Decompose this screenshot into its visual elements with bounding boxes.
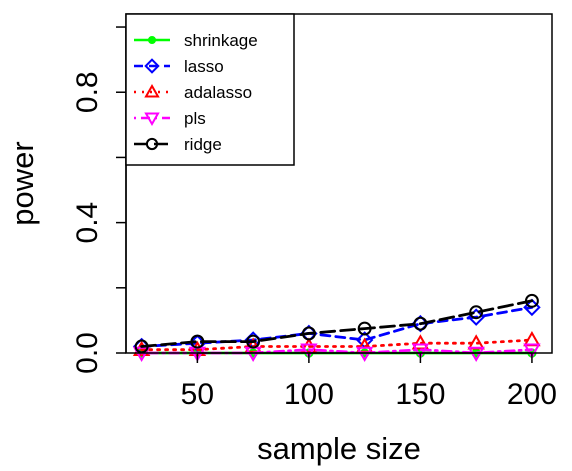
point-ridge-175	[469, 305, 484, 320]
x-axis-title: sample size	[257, 431, 421, 466]
series-line-ridge	[140, 299, 534, 348]
legend-marker-shrinkage	[147, 35, 157, 45]
point-pls-100	[300, 343, 318, 359]
y-tick-label-0.4: 0.4	[71, 202, 104, 244]
x-tick-label-150: 150	[395, 378, 445, 411]
point-adalasso-150	[411, 334, 430, 350]
legend-label-adalasso: adalasso	[184, 83, 252, 102]
point-ridge-75	[246, 334, 261, 349]
point-ridge-100	[301, 326, 316, 341]
legend-marker-ridge	[145, 137, 159, 151]
y-tick-label-0.8: 0.8	[71, 71, 104, 113]
point-adalasso-100	[300, 337, 318, 353]
point-ridge-200	[524, 293, 539, 308]
legend-label-lasso: lasso	[184, 57, 224, 76]
legend-marker-adalasso	[144, 83, 160, 98]
y-tick-label-0: 0.0	[71, 332, 104, 374]
x-tick-label-50: 50	[181, 378, 214, 411]
legend-label-pls: pls	[184, 109, 206, 128]
legend-marker-pls	[144, 112, 160, 127]
axis-layer: 50 100 150 200 0.0 0.4 0.8 sample size power	[5, 13, 557, 466]
y-axis-title: power	[5, 141, 40, 225]
point-ridge-150	[413, 316, 428, 331]
legend-marker-lasso	[144, 58, 160, 74]
point-pls-200	[523, 343, 541, 359]
point-pls-175	[467, 346, 485, 363]
point-ridge-50	[190, 334, 205, 349]
point-adalasso-25	[132, 340, 151, 356]
x-tick-label-100: 100	[284, 378, 334, 411]
legend: shrinkage lasso adalasso pls ridge	[125, 13, 295, 166]
point-pls-125	[355, 346, 374, 363]
legend-label-shrinkage: shrinkage	[184, 31, 258, 50]
x-tick-label-200: 200	[507, 378, 557, 411]
point-ridge-125	[357, 321, 372, 336]
point-pls-150	[411, 343, 430, 359]
series-line-adalasso	[140, 338, 534, 352]
legend-label-ridge: ridge	[184, 135, 222, 154]
